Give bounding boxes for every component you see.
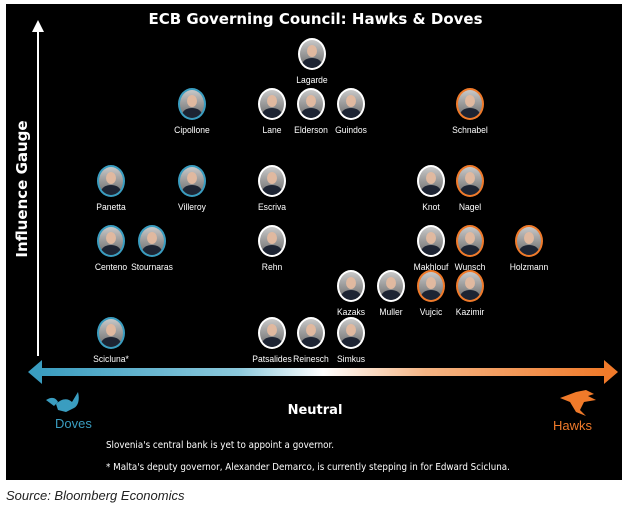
member-cipollone: Cipollone — [152, 88, 232, 136]
member-name: Stournaras — [131, 262, 173, 273]
member-lane: Lane — [232, 88, 312, 136]
member-wunsch: Wunsch — [430, 225, 510, 273]
member-centeno: Centeno — [71, 225, 151, 273]
member-name: Escriva — [257, 202, 287, 213]
member-holzmann: Holzmann — [489, 225, 569, 273]
note-slovenia: Slovenia's central bank is yet to appoin… — [106, 440, 335, 451]
member-rehn: Rehn — [232, 225, 312, 273]
x-axis-gradient — [40, 368, 606, 376]
member-patsalides: Patsalides — [232, 317, 312, 365]
member-kazimir: Kazimir — [430, 270, 510, 318]
portrait-photo — [97, 165, 125, 197]
member-simkus: Simkus — [311, 317, 391, 365]
portrait-photo — [456, 165, 484, 197]
member-escriva: Escriva — [232, 165, 312, 213]
member-villeroy: Villeroy — [152, 165, 232, 213]
member-name: Villeroy — [178, 202, 206, 213]
member-name: Wunsch — [454, 262, 486, 273]
doves-label: Doves — [55, 416, 92, 431]
member-name: Reinesch — [293, 354, 329, 365]
dove-icon — [46, 392, 79, 412]
member-panetta: Panetta — [71, 165, 151, 213]
member-name: Panetta — [96, 202, 126, 213]
member-name: Vujcic — [419, 307, 443, 318]
portrait-photo — [337, 270, 365, 302]
portrait-photo — [377, 270, 405, 302]
member-reinesch: Reinesch — [271, 317, 351, 365]
y-axis-label: Influence Gauge — [13, 120, 31, 258]
portrait-photo — [456, 88, 484, 120]
member-stournaras: Stournaras — [112, 225, 192, 273]
member-name: Rehn — [261, 262, 283, 273]
portrait-photo — [138, 225, 166, 257]
portrait-photo — [258, 317, 286, 349]
member-name: Knot — [422, 202, 440, 213]
member-name: Patsalides — [252, 354, 292, 365]
member-makhlouf: Makhlouf — [391, 225, 471, 273]
portrait-photo — [178, 165, 206, 197]
member-name: Kazaks — [336, 307, 366, 318]
portrait-photo — [337, 88, 365, 120]
x-axis-arrowhead-right — [604, 360, 618, 384]
portrait-photo — [456, 225, 484, 257]
hawks-label: Hawks — [553, 418, 593, 433]
member-scicluna: Scicluna* — [71, 317, 151, 365]
member-name: Holzmann — [509, 262, 549, 273]
member-elderson: Elderson — [271, 88, 351, 136]
portrait-photo — [297, 88, 325, 120]
neutral-label: Neutral — [287, 403, 343, 418]
portrait-photo — [258, 165, 286, 197]
member-muller: Muller — [351, 270, 431, 318]
portrait-photo — [298, 38, 326, 70]
member-name: Schnabel — [452, 125, 488, 136]
portrait-photo — [97, 317, 125, 349]
hawk-icon — [560, 390, 596, 416]
portrait-photo — [417, 270, 445, 302]
portrait-photo — [178, 88, 206, 120]
portrait-photo — [258, 88, 286, 120]
portrait-photo — [456, 270, 484, 302]
member-name: Simkus — [336, 354, 366, 365]
member-schnabel: Schnabel — [430, 88, 510, 136]
portrait-photo — [258, 225, 286, 257]
portrait-photo — [417, 165, 445, 197]
member-name: Makhlouf — [413, 262, 449, 273]
member-name: Guindos — [335, 125, 367, 136]
member-name: Nagel — [458, 202, 482, 213]
portrait-photo — [337, 317, 365, 349]
source-text: Source: Bloomberg Economics — [6, 488, 185, 503]
member-name: Centeno — [94, 262, 128, 273]
member-kazaks: Kazaks — [311, 270, 391, 318]
member-lagarde: Lagarde — [272, 38, 352, 86]
portrait-photo — [417, 225, 445, 257]
member-name: Lagarde — [296, 75, 328, 86]
member-guindos: Guindos — [311, 88, 391, 136]
member-name: Cipollone — [174, 125, 210, 136]
member-name: Muller — [379, 307, 403, 318]
portrait-photo — [297, 317, 325, 349]
member-vujcic: Vujcic — [391, 270, 471, 318]
member-name: Lane — [262, 125, 282, 136]
y-axis — [37, 30, 39, 356]
member-name: Scicluna* — [93, 354, 129, 365]
member-nagel: Nagel — [430, 165, 510, 213]
chart-title: ECB Governing Council: Hawks & Doves — [148, 10, 483, 28]
member-name: Elderson — [294, 125, 328, 136]
portrait-photo — [97, 225, 125, 257]
x-axis-arrowhead-left — [28, 360, 42, 384]
member-name: Kazimir — [455, 307, 485, 318]
note-malta: * Malta's deputy governor, Alexander Dem… — [106, 462, 510, 473]
y-axis-arrowhead — [32, 20, 44, 32]
member-knot: Knot — [391, 165, 471, 213]
portrait-photo — [515, 225, 543, 257]
